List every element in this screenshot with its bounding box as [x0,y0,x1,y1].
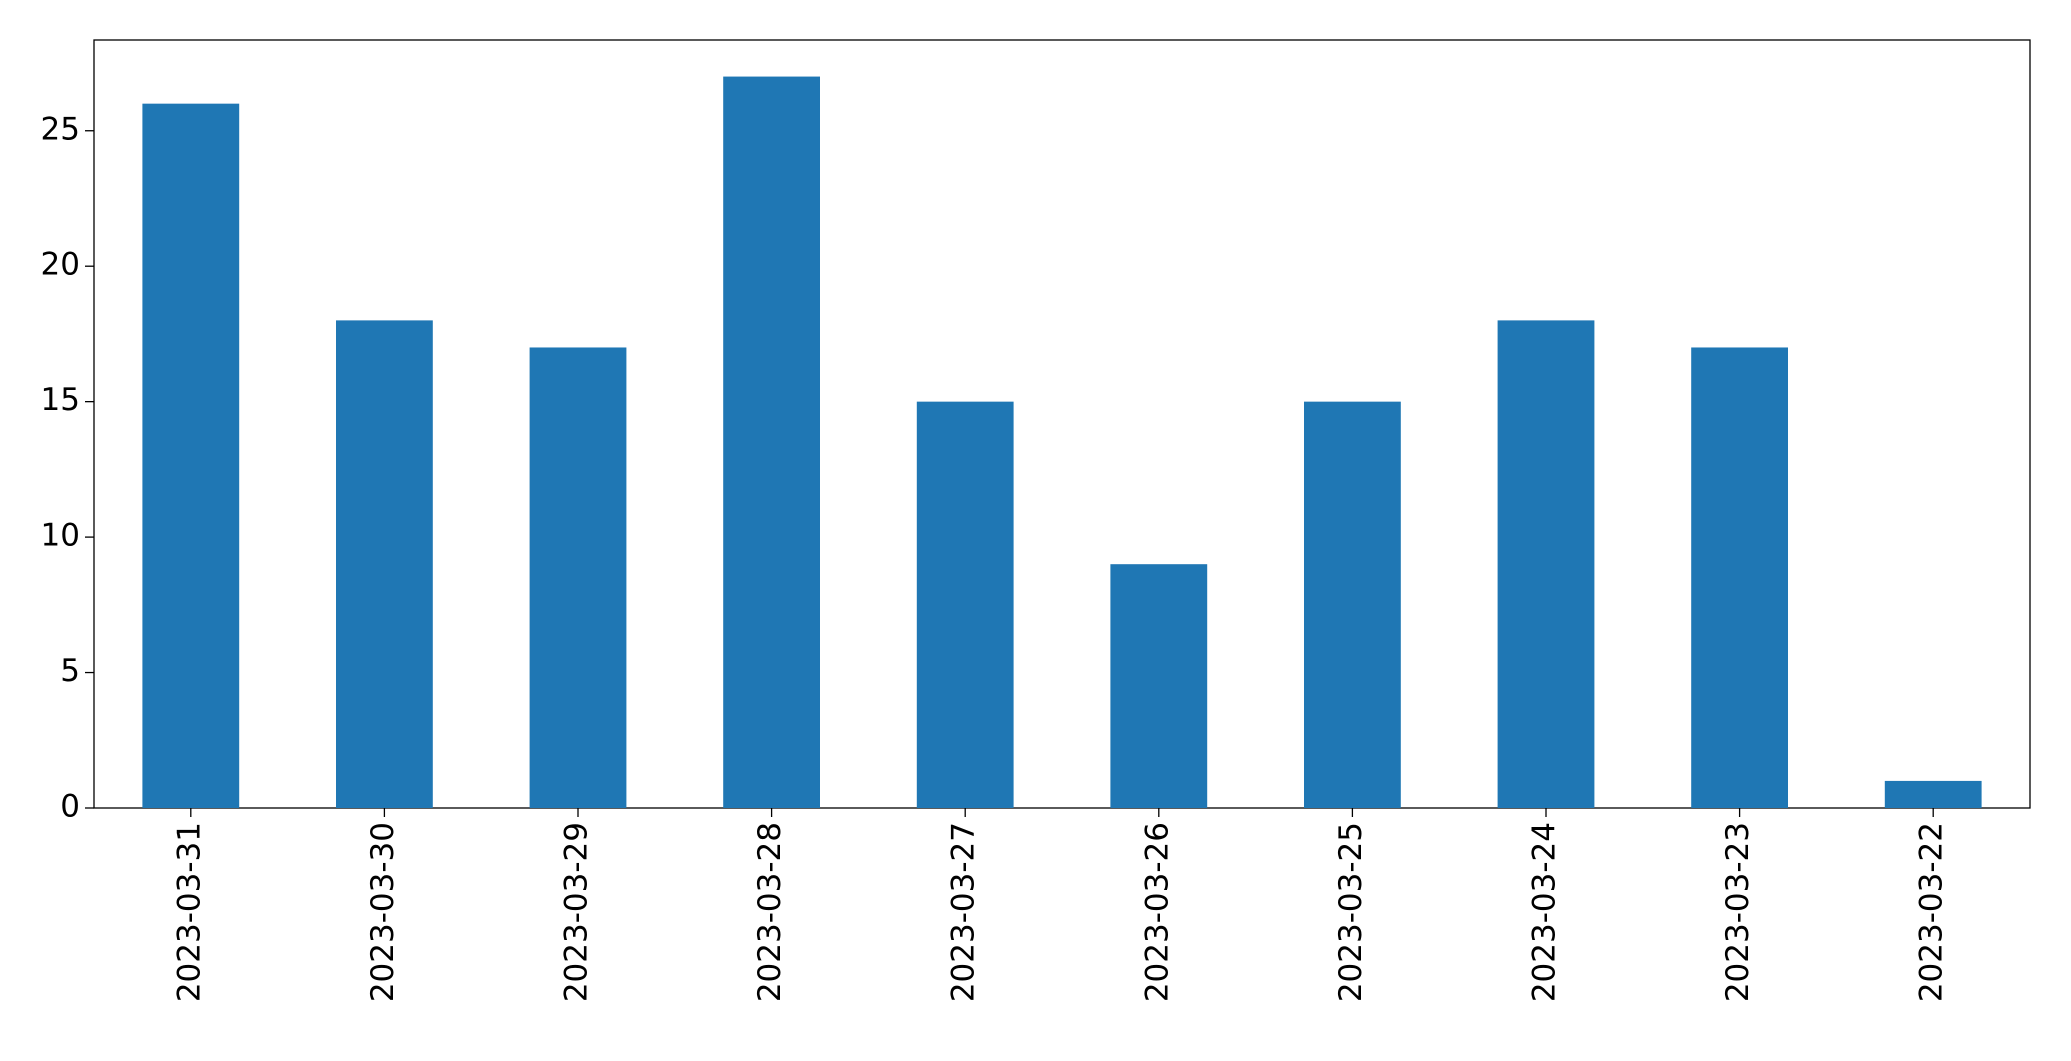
x-tick-label: 2023-03-23 [1720,822,1756,1002]
bar [916,401,1014,808]
x-tick-label: 2023-03-29 [559,822,595,1002]
x-tick-label: 2023-03-24 [1527,822,1563,1002]
x-tick-label: 2023-03-27 [946,822,982,1002]
bar [529,347,627,808]
bar [723,76,820,809]
y-tick-label: 20 [41,247,80,283]
bar [336,320,433,808]
x-tick-label: 2023-03-31 [171,822,207,1002]
bar [1110,564,1208,808]
y-tick-label: 10 [41,518,80,554]
bar [1884,780,1982,808]
y-tick-label: 5 [60,653,80,689]
x-tick-label: 2023-03-22 [1914,822,1950,1002]
plot-frame [93,39,2031,809]
x-tick-label: 2023-03-25 [1333,822,1369,1002]
x-tick-label: 2023-03-28 [752,822,788,1002]
bar [142,103,240,808]
y-tick-label: 0 [60,789,80,825]
x-tick-label: 2023-03-30 [365,822,401,1002]
y-tick-label: 15 [41,382,80,418]
y-tick-label: 25 [41,111,80,147]
x-tick-label: 2023-03-26 [1139,822,1175,1002]
bar [1691,347,1788,808]
bar [1497,320,1595,808]
bar [1304,401,1401,808]
